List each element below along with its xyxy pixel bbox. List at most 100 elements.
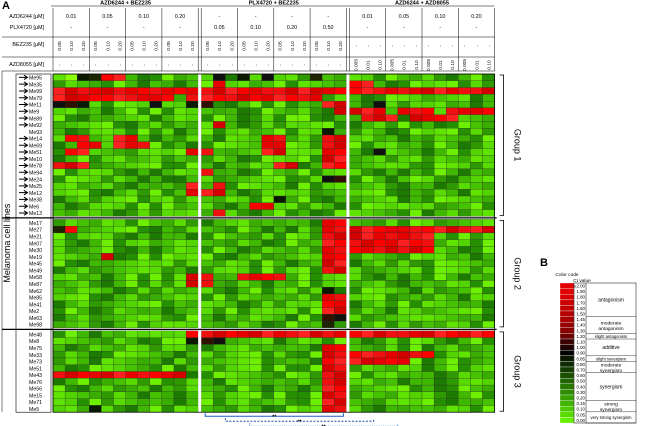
heat-cell: [446, 280, 459, 288]
heat-cell: [52, 232, 66, 240]
azd8055-dose: -: [179, 64, 184, 66]
heat-cell: [273, 357, 287, 365]
heat-cell: [213, 162, 226, 170]
heat-cell: [113, 273, 126, 281]
heat-cell: [397, 384, 411, 393]
heat-cell: [273, 300, 287, 308]
heat-cell: [161, 371, 175, 379]
heat-cell: [237, 100, 250, 109]
heat-cell: [421, 141, 435, 149]
heat-cell: [261, 226, 274, 234]
heat-cell: [149, 100, 163, 109]
heat-cell: [470, 148, 483, 156]
heat-cell: [285, 273, 299, 281]
heat-cell: [64, 175, 78, 183]
heat-cell: [149, 209, 163, 217]
heat-cell: [185, 134, 199, 142]
heat-cell: [322, 384, 335, 393]
heat-cell: [52, 405, 66, 413]
heat-cell: [482, 87, 495, 95]
heat-cell: [213, 175, 226, 183]
heat-cell: [273, 219, 287, 227]
heat-cell: [89, 320, 102, 328]
heat-cell: [297, 307, 311, 315]
heat-cell: [137, 232, 150, 240]
heat-cell: [101, 94, 114, 102]
header-label-bez235: BEZ235 [µM]: [12, 42, 44, 48]
heat-cell: [137, 253, 150, 261]
heat-cell: [273, 330, 287, 338]
heat-cell: [361, 162, 374, 170]
heat-cell: [101, 168, 114, 176]
dose-header: AZD6244 [µM]PLX4720 [µM]BEZ235 [µM]AZD80…: [2, 1, 495, 72]
heat-cell: [309, 148, 323, 156]
heat-cell: [421, 100, 435, 109]
heat-cell: [373, 202, 386, 210]
heat-cell: [361, 259, 374, 267]
heat-cell: [349, 344, 362, 352]
heat-cell: [173, 168, 187, 176]
arrow-icon: [19, 162, 29, 169]
heat-cell: [137, 209, 150, 217]
heat-cell: [482, 94, 495, 102]
heat-cell: [273, 87, 287, 95]
heat-cell: [349, 300, 362, 308]
heat-cell: [52, 259, 66, 267]
heat-cell: [249, 121, 262, 129]
heat-cell: [249, 266, 262, 274]
heat-cell: [482, 182, 495, 190]
legend-ci-value: 1.60: [576, 306, 585, 311]
heat-cell: [149, 107, 163, 115]
heat-cell: [458, 259, 471, 267]
heat-cell: [185, 378, 199, 386]
heat-cell: [213, 405, 226, 413]
heat-cell: [297, 293, 311, 301]
heat-cell: [421, 293, 435, 301]
heat-cell: [397, 148, 411, 156]
heat-cell: [385, 344, 398, 352]
heat-cell: [361, 141, 374, 149]
heat-cell: [433, 232, 447, 240]
heat-cell: [125, 371, 138, 379]
heat-cell: [397, 232, 411, 240]
heat-cell: [373, 239, 386, 247]
heat-cell: [261, 134, 274, 142]
heat-cell: [470, 195, 483, 203]
heat-cell: [470, 351, 483, 359]
heat-cell: [64, 344, 78, 352]
heat-cell: [213, 148, 226, 156]
heat-cell: [385, 246, 398, 254]
legend-swatch: [559, 288, 575, 295]
heat-cell: [446, 202, 459, 210]
legend-ci-value: 0.10: [576, 407, 585, 412]
heat-cell: [433, 195, 447, 203]
heat-cell: [225, 384, 238, 393]
heat-cell: [249, 344, 262, 352]
legend-swatch: [559, 350, 575, 356]
heat-cell: [213, 351, 226, 359]
heat-cell: [446, 314, 459, 322]
heat-cell: [201, 100, 214, 109]
heat-cell: [149, 148, 163, 156]
azd8055-dose: -: [94, 64, 99, 66]
heat-cell: [149, 195, 163, 203]
heat-cell: [482, 320, 495, 328]
heat-cell: [334, 141, 347, 149]
heat-cell: [185, 162, 199, 170]
heat-cell: [470, 87, 483, 95]
heat-cell: [185, 320, 199, 328]
heat-cell: [433, 287, 447, 295]
heat-cell: [482, 189, 495, 197]
heat-cell: [64, 226, 78, 234]
heat-cell: [482, 364, 495, 372]
heat-cell: [52, 307, 66, 315]
heat-cell: [237, 148, 250, 156]
heat-cell: [185, 128, 199, 136]
heat-cell: [433, 182, 447, 190]
heat-cell: [322, 314, 335, 322]
heat-cell: [161, 384, 175, 393]
heat-cell: [125, 121, 138, 129]
heat-cell: [225, 128, 238, 136]
heat-cell: [113, 100, 126, 109]
heat-cell: [349, 273, 362, 281]
